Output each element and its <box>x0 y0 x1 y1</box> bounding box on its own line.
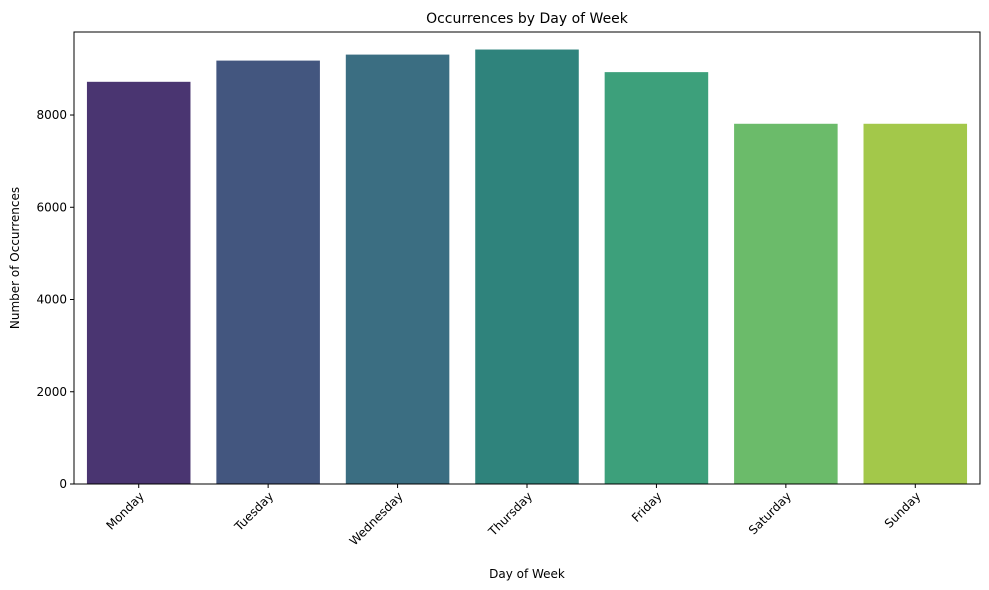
x-tick-label: Tuesday <box>231 489 276 534</box>
x-tick-label: Friday <box>629 489 665 525</box>
x-axis-ticks: Monday Tuesday Wednesday Thursday Friday Satu… <box>103 484 923 548</box>
bar-friday <box>604 72 709 484</box>
x-tick-label: Wednesday <box>347 489 406 548</box>
x-axis-label: Day of Week <box>489 567 565 581</box>
bar-tuesday <box>216 60 320 484</box>
chart-title: Occurrences by Day of Week <box>426 11 629 27</box>
y-tick-label: 2000 <box>36 385 67 399</box>
y-axis-ticks: 0 2000 4000 6000 8000 <box>36 108 74 491</box>
bar-saturday <box>734 123 838 484</box>
x-tick-label: Sunday <box>882 489 924 531</box>
bar-wednesday <box>345 54 450 484</box>
y-tick-label: 6000 <box>36 200 67 214</box>
x-tick-label: Thursday <box>485 489 535 539</box>
x-tick-label: Monday <box>103 489 146 532</box>
y-axis-label: Number of Occurrences <box>8 187 22 329</box>
bar-monday <box>86 81 191 484</box>
y-tick-label: 8000 <box>36 108 67 122</box>
bar-thursday <box>475 49 579 484</box>
bar-sunday <box>863 123 968 484</box>
bars-group <box>86 49 968 484</box>
x-tick-label: Saturday <box>746 489 794 537</box>
y-tick-label: 0 <box>59 477 67 491</box>
y-tick-label: 4000 <box>36 293 67 307</box>
plot-area-frame <box>73 31 981 485</box>
